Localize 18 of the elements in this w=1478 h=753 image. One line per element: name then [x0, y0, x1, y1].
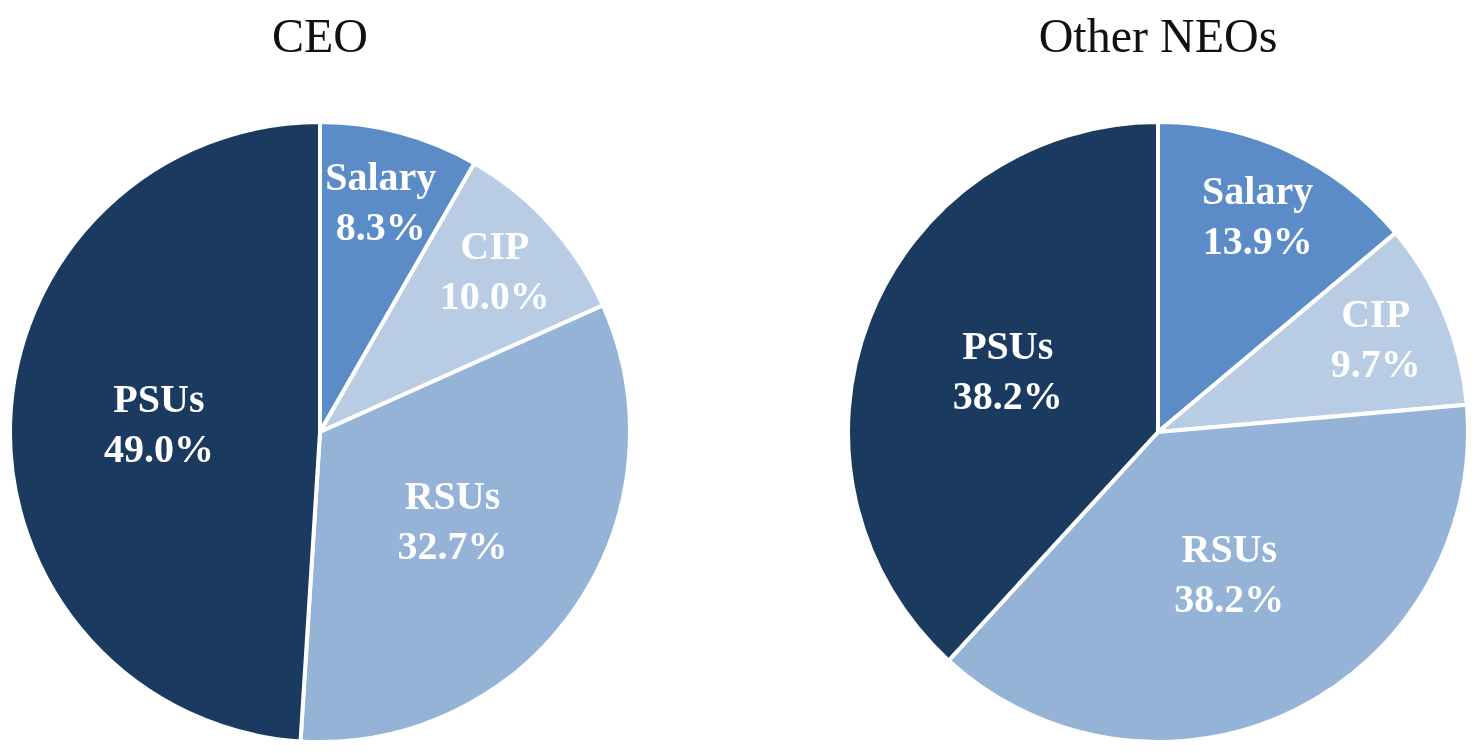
data-label: 38.2%: [1174, 575, 1285, 621]
slice-label: Salary: [325, 153, 437, 199]
slice-label: PSUs: [962, 322, 1054, 368]
slice-label: CIP: [1341, 291, 1411, 337]
slice-label: RSUs: [404, 473, 501, 519]
chart-title: CEO: [271, 8, 369, 64]
slice-label: RSUs: [1181, 525, 1278, 571]
data-label: 8.3%: [335, 203, 426, 249]
data-label: 49.0%: [103, 426, 214, 472]
slice-label: Salary: [1202, 167, 1314, 213]
data-label: 38.2%: [952, 372, 1063, 418]
slice-label: CIP: [460, 223, 530, 269]
data-label: 9.7%: [1330, 341, 1421, 387]
slice-label: PSUs: [113, 376, 205, 422]
data-label: 10.0%: [439, 273, 550, 319]
chart-title: Other NEOs: [1037, 8, 1279, 64]
data-label: 13.9%: [1202, 217, 1313, 263]
data-label: 32.7%: [397, 523, 508, 569]
